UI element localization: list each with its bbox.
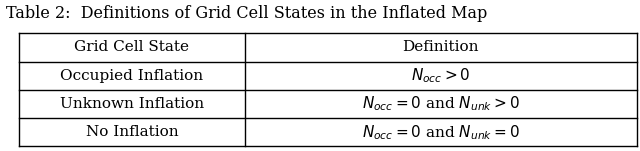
Text: Unknown Inflation: Unknown Inflation [60, 97, 204, 111]
Text: Definition: Definition [403, 40, 479, 54]
Text: No Inflation: No Inflation [86, 125, 178, 139]
Text: Table 2:  Definitions of Grid Cell States in the Inflated Map: Table 2: Definitions of Grid Cell States… [6, 5, 488, 22]
Text: $N_{occ} = 0$ and $N_{unk} = 0$: $N_{occ} = 0$ and $N_{unk} = 0$ [362, 123, 520, 142]
Text: Grid Cell State: Grid Cell State [74, 40, 189, 54]
Text: $N_{occ} > 0$: $N_{occ} > 0$ [411, 66, 470, 85]
Text: $N_{occ} = 0$ and $N_{unk} > 0$: $N_{occ} = 0$ and $N_{unk} > 0$ [362, 95, 520, 113]
Text: Occupied Inflation: Occupied Inflation [60, 69, 204, 83]
